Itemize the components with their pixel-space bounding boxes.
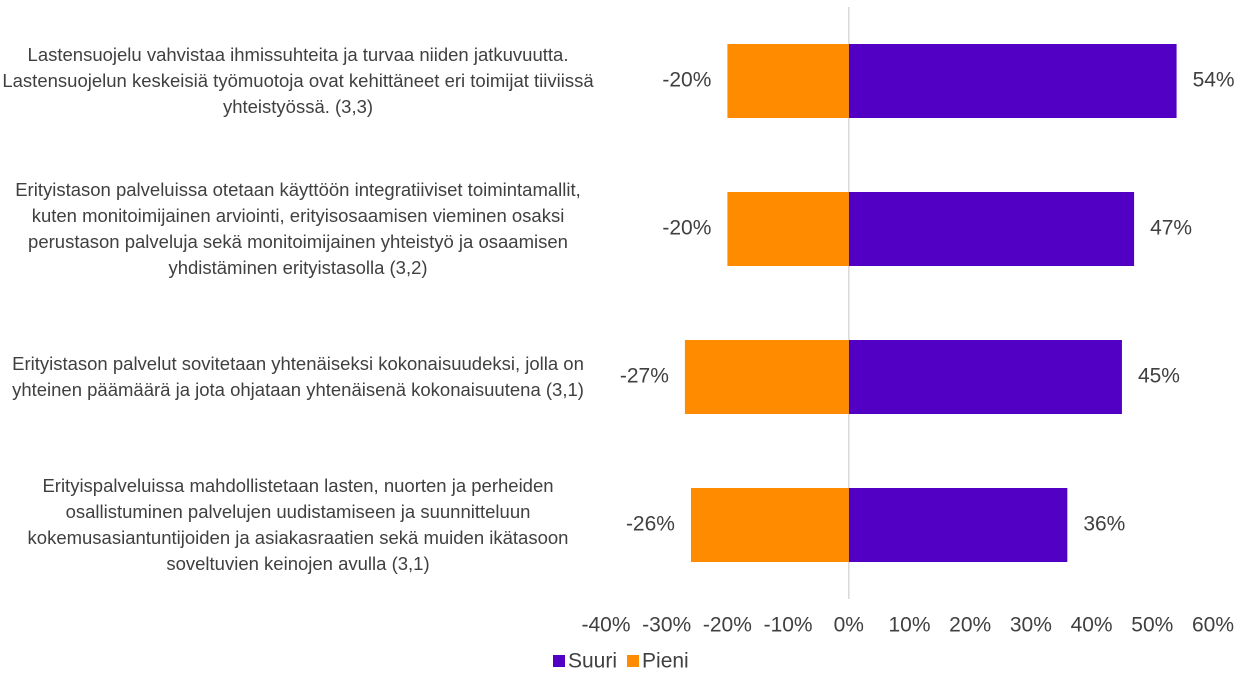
bar [684, 340, 849, 414]
x-tick-label: 20% [949, 614, 991, 637]
bar [848, 44, 1177, 118]
x-tick-label: 30% [1010, 614, 1052, 637]
value-label: 47% [1150, 217, 1192, 240]
bar [848, 340, 1122, 414]
value-label: -26% [626, 513, 675, 536]
value-label: -27% [620, 365, 669, 388]
x-tick-label: -40% [581, 614, 630, 637]
category-label: Erityispalveluissa mahdollistetaan laste… [27, 475, 569, 574]
x-tick-label: 60% [1192, 614, 1234, 637]
x-tick-label: 40% [1071, 614, 1113, 637]
x-tick-label: -30% [642, 614, 691, 637]
value-label: -20% [662, 69, 711, 92]
x-tick-label: 50% [1131, 614, 1173, 637]
bar [848, 488, 1068, 562]
bar [727, 192, 849, 266]
x-tick-label: -20% [703, 614, 752, 637]
legend-label: Suuri [568, 650, 617, 673]
category-label: Lastensuojelu vahvistaa ihmissuhteita ja… [2, 44, 594, 117]
value-label: -20% [662, 217, 711, 240]
x-tick-label: -10% [764, 614, 813, 637]
value-label: 36% [1083, 513, 1125, 536]
bar [848, 192, 1135, 266]
value-label: 54% [1193, 69, 1235, 92]
x-tick-label: 0% [834, 614, 864, 637]
category-label: Erityistason palveluissa otetaan käyttöö… [15, 179, 581, 278]
legend-label: Pieni [642, 650, 689, 673]
legend-swatch [553, 655, 565, 667]
value-label: 45% [1138, 365, 1180, 388]
bar [690, 488, 849, 562]
x-tick-label: 10% [888, 614, 930, 637]
bar [727, 44, 849, 118]
legend-swatch [627, 655, 640, 667]
category-label: Erityistason palvelut sovitetaan yhtenäi… [12, 353, 584, 400]
